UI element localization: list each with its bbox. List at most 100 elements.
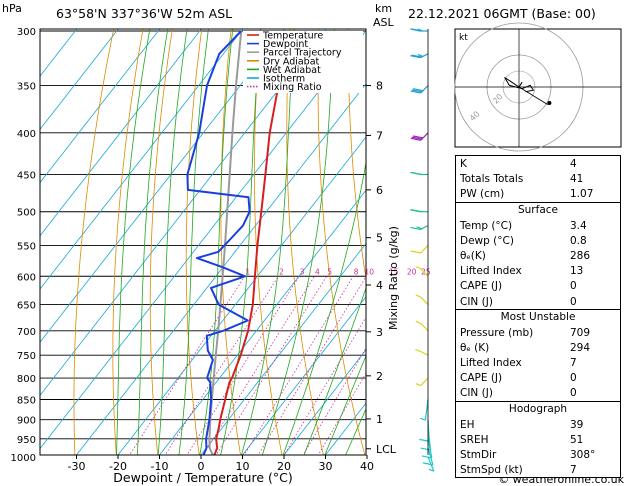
hodograph-stat-key: EH	[460, 418, 475, 431]
km-tick-label: 6	[376, 184, 383, 197]
plot-frame	[39, 28, 367, 456]
isotherm	[40, 29, 285, 343]
most-unstable-key: θₑ (K)	[460, 341, 490, 354]
wet-adiabat	[282, 160, 366, 455]
surface-section: Surface Temp (°C) 3.4 Dewp (°C) 0.8 θₑ(K) 286…	[456, 201, 620, 309]
hpa-label: hPa	[2, 2, 22, 15]
surface-key: Dewp (°C)	[460, 234, 514, 247]
pressure-tick-label: 350	[17, 82, 36, 93]
km-tick-label: LCL	[376, 443, 397, 456]
most-unstable-key: Lifted Index	[460, 357, 522, 370]
index-row: PW (cm) 1.07	[456, 186, 620, 201]
wind-barb-feather	[411, 54, 422, 58]
hodograph-stat-row: StmDir 308°	[456, 447, 620, 462]
surface-row: θₑ(K) 286	[456, 248, 620, 263]
most-unstable-row: Pressure (mb) 709	[456, 325, 620, 340]
hodograph-stat-row: SREH 51	[456, 432, 620, 447]
isotherm	[324, 402, 366, 455]
legend-label: Mixing Ratio	[263, 82, 322, 93]
wet-adiabat	[199, 29, 234, 455]
wind-barb-feather	[415, 294, 421, 298]
hodograph-end-point	[547, 101, 552, 105]
dry-adiabat	[347, 29, 366, 281]
indices-table: K 4 Totals Totals 41 PW (cm) 1.07 Surface Tem…	[455, 155, 621, 479]
wind-barb-feather	[428, 468, 435, 472]
wind-barb-feather	[410, 250, 421, 254]
surface-value: 3.4	[570, 219, 587, 232]
surface-row: CAPE (J) 0	[456, 278, 620, 293]
x-axis-label: Dewpoint / Temperature (°C)	[113, 470, 292, 485]
isotherm	[75, 83, 366, 455]
wet-adiabat	[241, 29, 295, 455]
wind-barb-staff	[420, 377, 429, 386]
legend-label: Wet Adiabat	[263, 65, 321, 76]
pressure-tick-label: 1000	[11, 453, 36, 464]
pressure-tick-label: 550	[17, 241, 36, 252]
indices-top: K 4 Totals Totals 41 PW (cm) 1.07	[456, 156, 620, 202]
wind-barb-feather	[417, 28, 423, 32]
wind-barb-staff	[427, 447, 434, 466]
dry-adiabat	[149, 29, 173, 455]
wind-barb-feather	[410, 226, 421, 231]
surface-value: 13	[570, 265, 584, 278]
km-tick-label: 7	[376, 129, 383, 142]
wind-barb-feather	[412, 88, 424, 92]
pressure-tick-label: 300	[17, 27, 36, 38]
surface-key: CAPE (J)	[460, 280, 503, 293]
run-datetime: 22.12.2021 06GMT (Base: 00)	[408, 6, 596, 21]
index-row: Totals Totals 41	[456, 171, 620, 186]
wind-barb-staff	[420, 85, 429, 94]
index-key: PW (cm)	[460, 188, 505, 201]
x-tick-label: 20	[277, 460, 291, 473]
most-unstable-row: CIN (J) 0	[456, 385, 620, 400]
most-unstable-value: 0	[570, 387, 577, 400]
parcel-trajectory-line	[208, 30, 243, 455]
mixing-ratio-label: 10	[364, 267, 374, 276]
hodograph-stat-row: StmSpd (kt) 7	[456, 462, 620, 477]
wet-adiabat	[116, 29, 151, 455]
km-label: km	[375, 2, 393, 15]
isotherm	[40, 29, 202, 237]
wind-barb-feather	[416, 226, 422, 230]
mixing-ratio-line	[302, 347, 366, 455]
mixing-ratio-label: 1	[245, 267, 250, 276]
isotherm	[40, 29, 327, 397]
wind-barb-staff	[420, 53, 429, 59]
wet-adiabat	[303, 286, 366, 455]
surface-title: Surface	[517, 203, 558, 216]
pressure-tick-label: 950	[17, 435, 36, 446]
surface-row: Dewp (°C) 0.8	[456, 233, 620, 248]
most-unstable-row: θₑ (K) 294	[456, 340, 620, 355]
storm-motion-vector	[518, 86, 549, 105]
legend-label: Parcel Trajectory	[263, 48, 342, 59]
wind-barb-feather	[422, 462, 434, 466]
x-tick-label: 10	[236, 460, 250, 473]
most-unstable-value: 709	[570, 326, 591, 339]
surface-key: Temp (°C)	[460, 219, 513, 232]
most-unstable-section: Most Unstable Pressure (mb) 709 θₑ (K) 294 L…	[456, 308, 620, 401]
mixing-ratio-label: 25	[421, 267, 431, 276]
dry-adiabat	[317, 29, 366, 455]
legend-box	[243, 31, 363, 93]
wind-barb-feather	[415, 383, 421, 387]
surface-key: Lifted Index	[460, 265, 522, 278]
wind-barb-staff	[420, 132, 429, 141]
wind-barb-feather	[410, 90, 421, 94]
index-value: 41	[570, 173, 584, 186]
wind-barb-feather	[421, 455, 432, 459]
mixing-ratio-label: 5	[327, 267, 332, 276]
wind-barb-feather	[415, 348, 421, 352]
x-tick-label: -20	[109, 460, 127, 473]
hodograph-stat-value: 51	[570, 433, 584, 446]
mixing-ratio-label: 20	[407, 267, 417, 276]
index-value: 4	[570, 158, 577, 170]
x-tick-label: 30	[319, 460, 333, 473]
dry-adiabat	[112, 29, 144, 455]
hodograph-stat-row: EH 39	[456, 417, 620, 432]
pressure-tick-label: 850	[17, 395, 36, 406]
most-unstable-value: 0	[570, 372, 577, 385]
most-unstable-value: 294	[570, 341, 591, 354]
dry-adiabat	[185, 29, 203, 455]
